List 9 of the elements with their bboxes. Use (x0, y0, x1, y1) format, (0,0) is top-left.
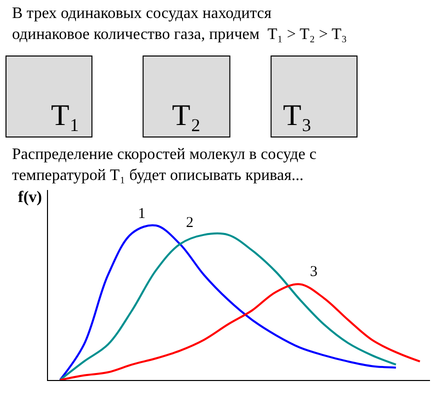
series-label: 1 (138, 206, 146, 222)
y-axis-title: f(v) (18, 189, 42, 206)
series-label: 3 (310, 264, 318, 280)
text: T₁ (51, 99, 80, 132)
series-label: 2 (186, 215, 194, 231)
chart-subtitle: Распределение скоростей молекул в сосуде с температурой T₁ будет описывать кривая... (12, 146, 316, 184)
text: T₃ (283, 99, 312, 132)
chart-title: В трех одинаковых сосудах находится одинаковое количество газа, причем T₁ > T₂ > T₃ (12, 5, 347, 43)
text: T₂ (172, 99, 201, 132)
